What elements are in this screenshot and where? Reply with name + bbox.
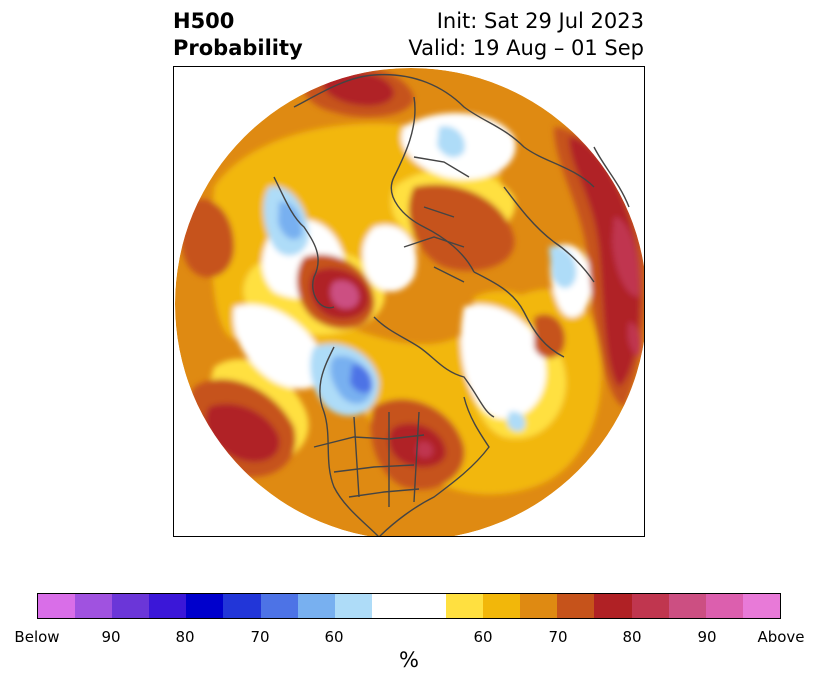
colorbar-swatch bbox=[371, 594, 447, 618]
colorbar-swatch bbox=[38, 594, 76, 618]
probability-map bbox=[173, 66, 645, 537]
colorbar-tick-below-70: 70 bbox=[250, 628, 270, 646]
colorbar-swatch bbox=[594, 594, 632, 618]
map-title: H500 Probability bbox=[173, 8, 303, 62]
colorbar-tick-below-60: 60 bbox=[324, 628, 344, 646]
colorbar-swatch bbox=[668, 594, 706, 618]
title-variable: H500 bbox=[173, 9, 235, 33]
colorbar-swatch bbox=[112, 594, 150, 618]
polar-map-canvas bbox=[175, 68, 644, 536]
init-date: Init: Sat 29 Jul 2023 bbox=[436, 9, 644, 33]
colorbar-tick-above-80: 80 bbox=[622, 628, 642, 646]
coastlines bbox=[273, 73, 630, 536]
colorbar-tick-above-60: 60 bbox=[473, 628, 493, 646]
colorbar bbox=[37, 593, 781, 619]
forecast-dates: Init: Sat 29 Jul 2023 Valid: 19 Aug – 01… bbox=[408, 8, 644, 62]
colorbar-swatch bbox=[334, 594, 372, 618]
colorbar-tick-below: Below bbox=[14, 628, 60, 646]
colorbar-swatch bbox=[705, 594, 743, 618]
colorbar-swatch bbox=[742, 594, 780, 618]
colorbar-unit-label: % bbox=[399, 648, 419, 672]
colorbar-tick-above-90: 90 bbox=[697, 628, 717, 646]
colorbar-tick-below-90: 90 bbox=[101, 628, 121, 646]
colorbar-swatch bbox=[260, 594, 298, 618]
colorbar-swatch bbox=[520, 594, 558, 618]
colorbar-tick-above-70: 70 bbox=[548, 628, 568, 646]
colorbar-swatch bbox=[297, 594, 335, 618]
colorbar-swatch bbox=[631, 594, 669, 618]
colorbar-swatch bbox=[557, 594, 595, 618]
colorbar-swatch bbox=[446, 594, 484, 618]
colorbar-tick-above: Above bbox=[757, 628, 805, 646]
colorbar-swatch bbox=[149, 594, 187, 618]
colorbar-swatch bbox=[483, 594, 521, 618]
colorbar-swatch bbox=[75, 594, 113, 618]
title-product: Probability bbox=[173, 36, 303, 60]
colorbar-swatch bbox=[223, 594, 261, 618]
valid-range: Valid: 19 Aug – 01 Sep bbox=[408, 36, 644, 60]
colorbar-tick-below-80: 80 bbox=[175, 628, 195, 646]
colorbar-swatch bbox=[186, 594, 224, 618]
